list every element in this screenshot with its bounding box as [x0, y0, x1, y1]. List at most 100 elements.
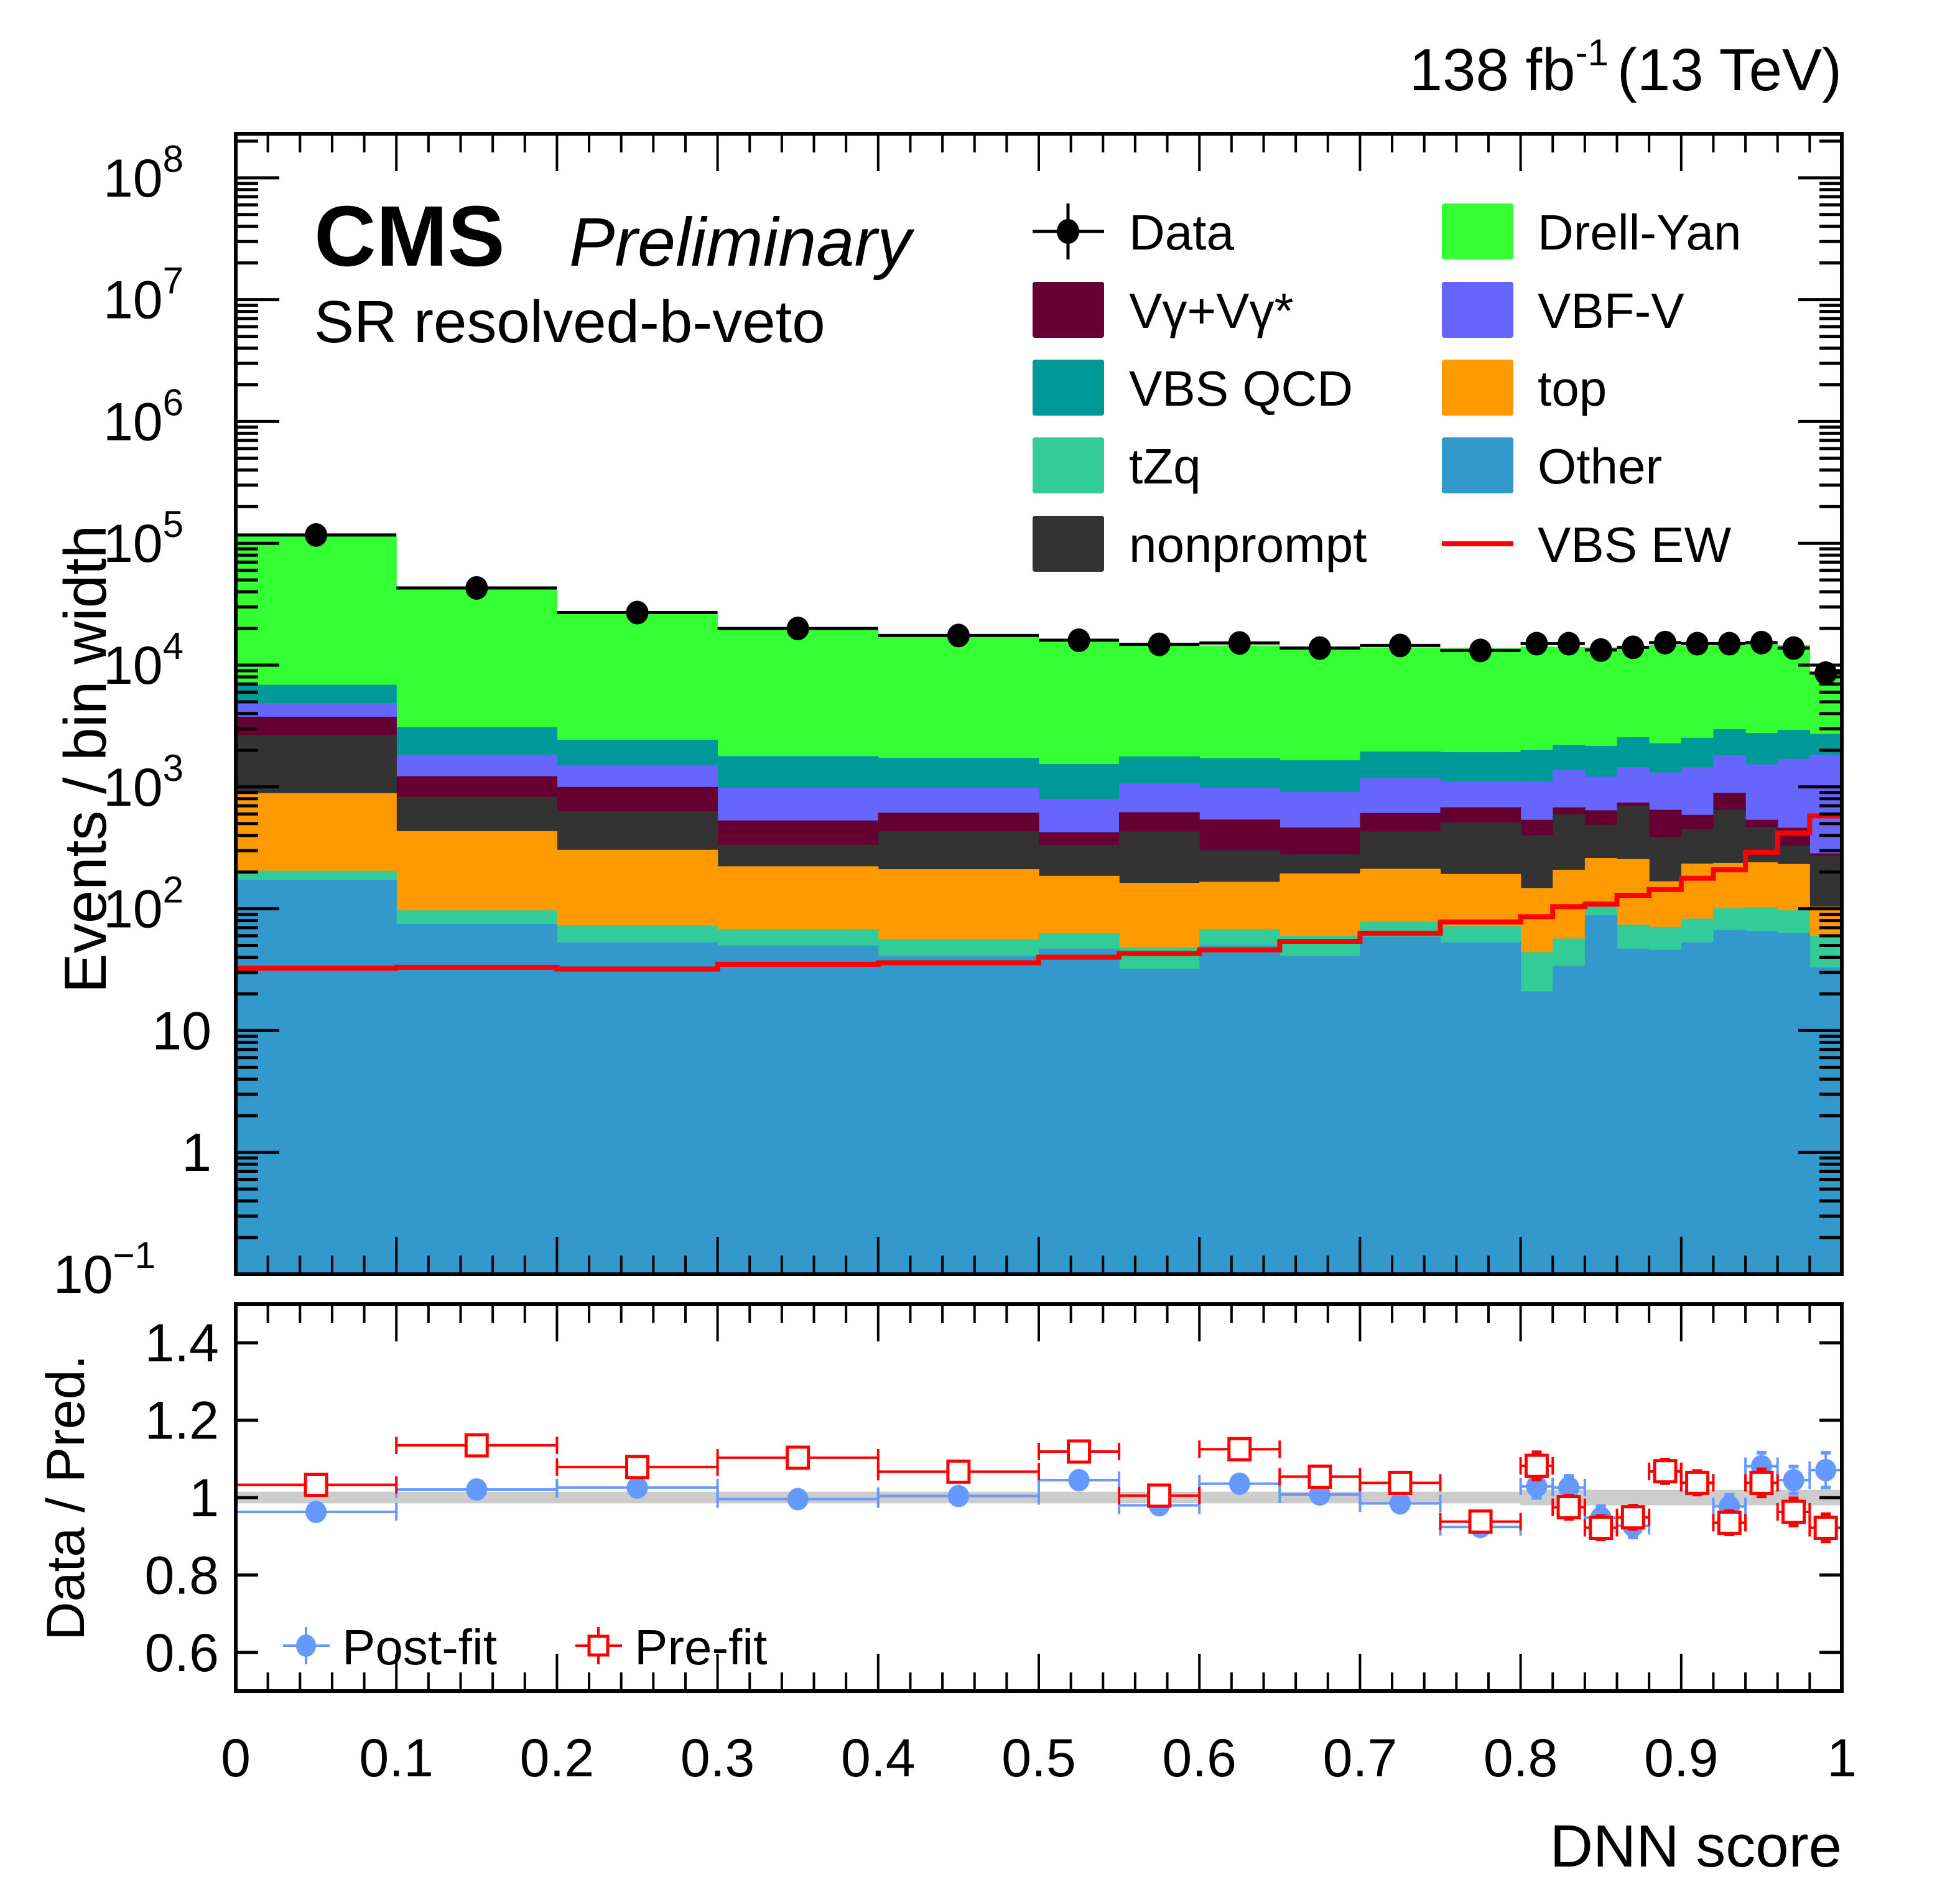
x-tick-label: 0.5	[1001, 1728, 1076, 1788]
y-tick-label: 106	[103, 381, 183, 452]
lumi-label: 138 fb-1 (13 TeV)	[1410, 32, 1842, 103]
postfit-point	[1198, 1472, 1281, 1495]
legend-label: Drell-Yan	[1538, 205, 1742, 260]
postfit-point	[235, 1501, 398, 1524]
x-tick-labels: 0 0.1 0.2 0.3 0.4 0.5 0.6 0.7 0.8 0.9 1	[221, 1728, 1857, 1788]
y-tick-label: 103	[103, 747, 183, 818]
legend: Data Drell-Yan Vγ+Vγ* VBF-V VBS QCD top tZq Oth…	[1033, 203, 1742, 572]
data-point	[1360, 633, 1441, 658]
stack-bar	[1360, 936, 1441, 1274]
ratio-y-tick-labels: 0.6 0.8 1 1.2 1.4	[144, 1313, 219, 1683]
uncertainty-band-bin	[236, 1491, 397, 1504]
y-tick-label: 10−1	[53, 1234, 156, 1305]
legend-item-drell-yan: Drell-Yan	[1442, 203, 1742, 260]
data-point	[1199, 631, 1280, 655]
ratio-legend-item-pre-fit: Pre-fit	[575, 1620, 767, 1675]
stack-bar	[1617, 948, 1650, 1274]
stack-bar	[1039, 948, 1120, 1274]
legend-label: VBF-V	[1538, 283, 1684, 338]
prefit-point	[235, 1472, 398, 1497]
uncertainty-band-bin	[1617, 1489, 1650, 1506]
prefit-point	[1359, 1470, 1442, 1495]
legend-label: top	[1538, 361, 1607, 416]
legend-label: Other	[1538, 439, 1662, 494]
postfit-point	[1038, 1469, 1121, 1492]
uncertainty-band-bin	[1584, 1489, 1618, 1506]
main-axis-ticks	[235, 134, 1843, 1276]
prefit-point	[1776, 1496, 1811, 1527]
ratio-y-axis-title: Data / Pred.	[36, 1355, 96, 1641]
prefit-point	[876, 1459, 1040, 1484]
ratio-y-tick-label: 1	[189, 1468, 219, 1528]
data-point	[1809, 661, 1842, 685]
legend-marker	[296, 1634, 316, 1657]
stack-bar	[396, 924, 557, 1274]
x-tick-label: 0	[221, 1728, 251, 1788]
y-tick-label: 102	[103, 869, 183, 939]
legend-swatch	[1442, 203, 1513, 259]
ratio-y-tick-label: 0.6	[144, 1623, 219, 1683]
stack-bar	[1553, 966, 1586, 1274]
postfit-point	[555, 1476, 719, 1499]
y-tick-label: 104	[103, 625, 183, 696]
stack-bar	[878, 956, 1039, 1274]
ratio-prefit-points	[235, 1433, 1843, 1544]
x-tick-label: 0.8	[1484, 1728, 1558, 1788]
data-point	[396, 576, 557, 600]
data-point	[1649, 630, 1681, 655]
ratio-legend: Post-fit Pre-fit	[283, 1620, 767, 1675]
stack-bar	[717, 945, 879, 1274]
prefit-point	[1583, 1514, 1619, 1542]
main-y-axis-title: Events / bin width	[52, 525, 119, 993]
data-point	[1553, 632, 1585, 656]
postfit-point	[1776, 1465, 1811, 1496]
x-axis-title: DNN score	[1550, 1813, 1842, 1880]
legend-item-tzq: tZq	[1033, 437, 1201, 494]
legend-marker	[1057, 219, 1079, 244]
cms-label: CMS	[314, 189, 505, 284]
legend-item-vbs-ew: VBS EW	[1442, 517, 1732, 572]
ratio-y-tick-label: 1.4	[144, 1313, 219, 1373]
data-point	[1584, 638, 1617, 662]
x-tick-label: 0.2	[520, 1728, 595, 1788]
stack-bar	[1280, 956, 1360, 1274]
legend-item-other: Other	[1442, 437, 1662, 494]
x-tick-label: 0.1	[359, 1728, 434, 1788]
prefit-point	[1551, 1493, 1586, 1521]
ratio-legend-label: Pre-fit	[634, 1620, 767, 1675]
legend-item-data: Data	[1033, 203, 1234, 260]
uncertainty-band-bin	[1440, 1491, 1521, 1504]
x-tick-label: 0.3	[680, 1728, 755, 1788]
data-point	[878, 623, 1039, 648]
legend-item-vbf-v: VBF-V	[1442, 282, 1684, 338]
legend-swatch	[1442, 437, 1513, 493]
ratio-legend-item-post-fit: Post-fit	[283, 1620, 497, 1675]
legend-item-nonprompt: nonprompt	[1033, 516, 1367, 572]
legend-item-top: top	[1442, 360, 1607, 416]
data-point	[1440, 638, 1521, 663]
prefit-point	[1808, 1512, 1843, 1544]
data-point	[557, 600, 718, 625]
y-tick-label: 1	[182, 1123, 211, 1183]
prefit-point	[1038, 1439, 1121, 1464]
ratio-y-tick-label: 0.8	[144, 1545, 219, 1605]
x-tick-label: 0.9	[1644, 1728, 1719, 1788]
stack-bar	[1199, 945, 1280, 1274]
legend-swatch	[1033, 516, 1104, 572]
legend-label: Vγ+Vγ*	[1129, 283, 1294, 338]
data-points	[236, 523, 1842, 685]
prefit-point	[1648, 1458, 1683, 1485]
data-point	[1039, 628, 1120, 653]
legend-swatch	[1033, 282, 1104, 338]
prefit-point	[1278, 1464, 1362, 1489]
stack-bar	[1745, 930, 1778, 1274]
uncertainty-band-bin	[1039, 1491, 1120, 1504]
legend-swatch	[1442, 282, 1513, 338]
vbs-ew-line	[236, 813, 1842, 972]
y-tick-label: 108	[103, 138, 183, 208]
uncertainty-band-bin	[1649, 1489, 1682, 1506]
data-point	[1745, 630, 1778, 655]
legend-swatch	[1033, 437, 1104, 493]
stack-bar	[1649, 949, 1682, 1274]
legend-label: VBS EW	[1538, 517, 1732, 572]
